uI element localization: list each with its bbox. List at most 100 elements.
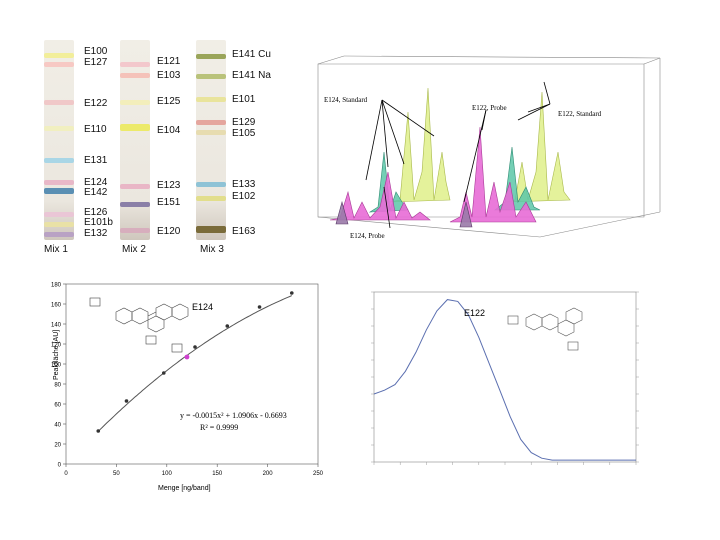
label-e132: E132 [84,228,108,239]
band-e127 [44,62,74,67]
label-e125: E125 [157,96,181,107]
label-e121: E121 [157,56,181,67]
series-e122-standard [389,87,571,203]
label-e129: E129 [232,117,256,128]
calib-y-tick-label: 0 [58,463,62,469]
label-e102: E102 [232,191,256,202]
calib-plot-area [65,283,319,465]
plot-frame [317,55,661,238]
label-e101: E101 [232,94,256,105]
calib-y-tick-label: 120 [51,343,62,349]
e122-structure-diagram [507,307,583,351]
band-e122 [44,100,74,105]
calib-fit-curve [97,295,293,432]
band-e129 [196,120,226,125]
calib-data-point [161,371,166,375]
label-e126: E126 [84,207,108,218]
tlc-strip-mix3 [196,40,226,240]
series-dark-peaks [335,200,473,228]
tlc-strip-mix1 [44,40,74,240]
calib-data-point [124,399,129,403]
label-e131: E131 [84,155,108,166]
band-e103 [120,73,150,78]
band-e151 [120,202,150,207]
series-e124-probe [329,126,537,223]
label-e124-probe: E124, Probe [350,232,385,240]
spectra-3d-plot: E124, Standard E122, Probe E122, Standar… [317,55,661,240]
label-e142: E142 [84,187,108,198]
band-e100 [44,53,74,58]
calib-x-tick-label: 200 [263,471,274,477]
label-e120: E120 [157,226,181,237]
calib-x-tick-label: 150 [212,471,223,477]
band-e131 [44,158,74,163]
calib-y-tick-label: 80 [54,383,61,389]
band-e141-na [196,74,226,79]
band-e110 [44,126,74,131]
label-e151: E151 [157,197,181,208]
label-e101b: E101b [84,217,113,228]
band-e125 [120,100,150,105]
label-e122-standard: E122, Standard [558,110,602,118]
calib-equation: y = -0.0015x² + 1.0906x - 0.6693 [180,411,287,420]
calib-data-point [225,324,230,328]
calib-x-tick-label: 250 [313,471,324,477]
band-e163 [196,226,226,233]
calib-y-tick-label: 160 [51,303,62,309]
label-e122: E122 [84,98,108,109]
calib-x-axis-label: Menge [ng/band] [158,485,211,492]
label-e141-cu: E141 Cu [232,49,271,60]
label-e105: E105 [232,128,256,139]
band-e123 [120,184,150,189]
label-e124-standard: E124, Standard [324,96,368,104]
band-e101 [196,97,226,102]
spectrum-plot-area [373,291,637,463]
e124-structure-diagram [89,297,189,353]
band-e142 [44,188,74,194]
calib-compound-label: E124 [192,302,213,312]
band-e104 [120,124,150,131]
calibration-chart: 0 20 40 60 80 100 120 140 160 180 0 50 100 150 200 250… [51,283,324,493]
calib-y-tick-label: 180 [51,283,62,289]
spectrum-compound-label: E122 [464,308,485,318]
band-e121 [120,62,150,67]
band-e133 [196,182,226,187]
calib-x-tick-label: 100 [162,471,173,477]
label-e123: E123 [157,180,181,191]
calib-probe-point [184,354,190,360]
series-e124-standard [368,146,541,213]
band-e132 [44,232,74,237]
tlc-strip-mix2 [120,40,150,240]
label-e122-probe: E122, Probe [472,104,507,112]
calib-y-tick-label: 60 [54,403,61,409]
calib-y-tick-label: 20 [54,443,61,449]
label-e103: E103 [157,70,181,81]
band-e126 [44,212,74,217]
calib-data-point [289,291,294,295]
calib-data-point [257,305,262,309]
band-e101b [44,222,74,227]
label-e163: E163 [232,226,256,237]
label-e100: E100 [84,46,108,57]
calib-data-point [96,429,101,433]
label-e124: E124 [84,177,108,188]
label-e104: E104 [157,125,181,136]
mix2-label: Mix 2 [122,244,146,255]
calib-x-tick-label: 50 [113,471,120,477]
calib-y-tick-label: 40 [54,423,61,429]
mix3-label: Mix 3 [200,244,224,255]
calib-r-squared: R² = 0.9999 [200,423,238,432]
label-e141-na: E141 Na [232,70,271,81]
band-e105 [196,130,226,135]
mix1-label: Mix 1 [44,244,68,255]
calib-y-axis-label: Peakfläche [AU] [53,330,60,380]
calib-data-point [193,345,197,349]
calib-x-tick-label: 0 [64,471,68,477]
calib-y-tick-label: 100 [51,363,62,369]
calib-y-tick-label: 140 [51,323,62,329]
annotation-arrows [365,81,551,229]
band-e124 [44,180,74,185]
spectrum-line [373,299,636,461]
band-e141-cu [196,54,226,59]
spectrum-chart: E122 [371,291,639,465]
